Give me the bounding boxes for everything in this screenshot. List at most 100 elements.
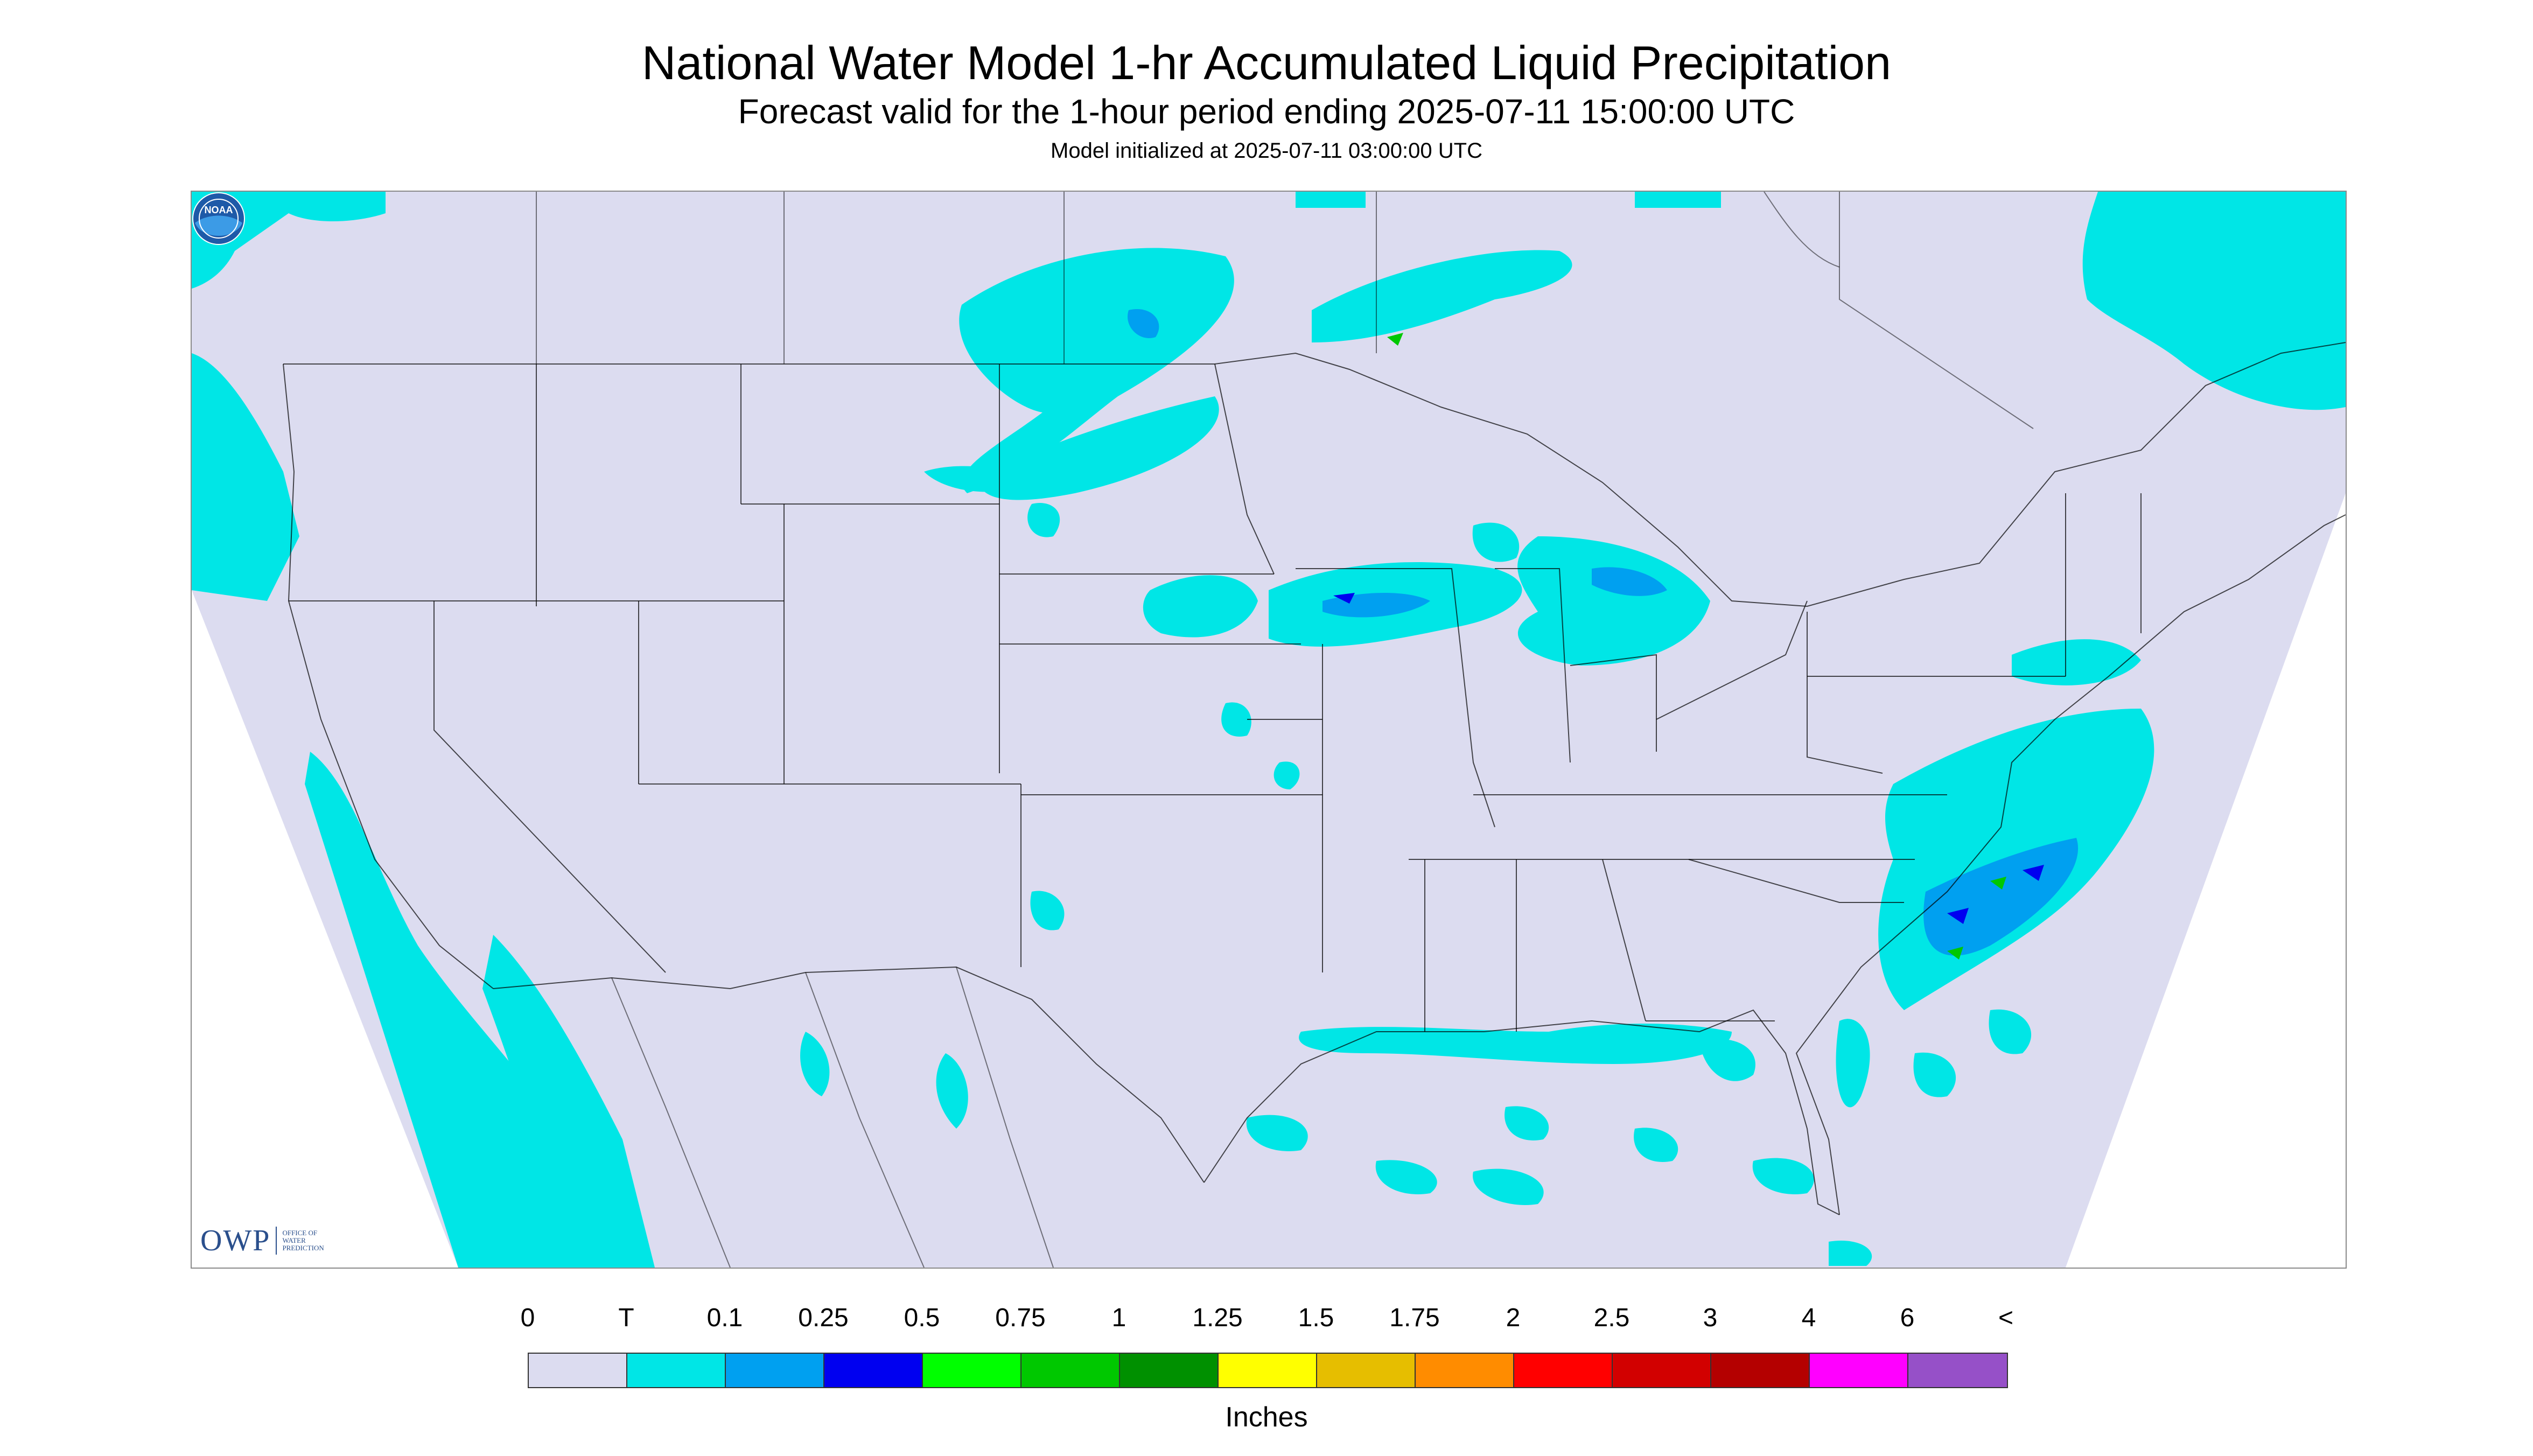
state-boundaries [283, 342, 2346, 1215]
owp-logo-divider [276, 1227, 277, 1255]
hudson-bay-coast [1764, 192, 1840, 268]
precip-montana [924, 466, 1032, 492]
legend-label: 1.5 [1298, 1304, 1334, 1332]
precip-tx-west [800, 1032, 830, 1096]
owp-logo-mark: OWP [200, 1224, 271, 1257]
legend-swatch [1613, 1354, 1711, 1387]
precip-gulf-5 [1752, 1158, 1814, 1194]
legend-swatch [1219, 1354, 1317, 1387]
precip-green-2 [1947, 947, 1963, 960]
precip-michigan [1517, 536, 1710, 666]
legend-label: T [618, 1304, 634, 1332]
legend-swatch [1120, 1354, 1219, 1387]
mexico-state-line [805, 972, 925, 1268]
precipitation-map: OWP OFFICE OF WATER PREDICTION NOAA [191, 191, 2347, 1269]
state-line [433, 601, 666, 973]
precip-atlantic-3 [1913, 1052, 1956, 1097]
legend-swatch [923, 1354, 1021, 1387]
legend-swatch [726, 1354, 824, 1387]
state-line [1656, 600, 1808, 720]
legend-label: 0.1 [706, 1304, 743, 1332]
precip-north-plains [959, 248, 1234, 493]
precip-nebraska-iowa [1143, 575, 1258, 638]
state-line [1602, 859, 1646, 1021]
legend-swatch [1908, 1354, 2007, 1387]
precip-gulf-2 [1375, 1160, 1437, 1194]
precip-gulf-6 [1634, 1128, 1678, 1162]
legend-label: 1 [1111, 1304, 1126, 1332]
precip-montana-top [1635, 192, 1721, 208]
international-boundaries [536, 192, 2034, 1268]
legend-label: 1.75 [1389, 1304, 1440, 1332]
precip-gulf-coast [1299, 1024, 1732, 1064]
model-init-subtitle: Model initialized at 2025-07-11 03:00:00… [1051, 139, 1482, 163]
owp-logo-text: OFFICE OF WATER PREDICTION [282, 1229, 324, 1252]
legend: 0 T 0.1 0.25 0.5 0.75 1 1.25 1.5 1.75 2 2.5 3 4 6 < [521, 1303, 2013, 1411]
legend-label: 1.25 [1192, 1304, 1243, 1332]
legend-swatch [1416, 1354, 1514, 1387]
legend-swatch [1810, 1354, 1908, 1387]
precip-gulf-4 [1473, 1168, 1544, 1205]
precip-moderate-2 [1947, 908, 1969, 924]
us-canada-border [283, 342, 2346, 607]
precip-pacific-nw [192, 353, 299, 601]
legend-color-bar [528, 1353, 2008, 1388]
precip-green-3 [1387, 333, 1403, 346]
legend-label: 6 [1900, 1304, 1915, 1332]
state-line [1688, 859, 1904, 903]
legend-label: 0 [520, 1304, 535, 1332]
precip-light-michigan [1592, 567, 1667, 596]
state-line [1495, 568, 1571, 763]
precip-kansas-cell [1221, 702, 1251, 737]
forecast-valid-subtitle: Forecast valid for the 1-hour period end… [738, 92, 1795, 131]
legend-label: 0.75 [995, 1304, 1046, 1332]
precip-moderate-3 [2023, 865, 2044, 881]
legend-swatch [1711, 1354, 1810, 1387]
owp-logo: OWP OFFICE OF WATER PREDICTION [200, 1223, 331, 1258]
legend-label: 3 [1703, 1304, 1718, 1332]
precip-moderate-1 [1333, 593, 1355, 604]
atlantic-coastline [1795, 514, 2346, 1215]
model-domain [192, 192, 2346, 1268]
precip-atlantic-2 [2012, 639, 2141, 685]
precip-gulf-1 [1246, 1115, 1308, 1151]
precip-missouri-cell [1274, 761, 1300, 789]
legend-label: 0.5 [904, 1304, 940, 1332]
legend-swatch [824, 1354, 923, 1387]
precip-sw-coast [482, 935, 655, 1268]
legend-label: 2.5 [1593, 1304, 1630, 1332]
canada-province-line [1839, 192, 2034, 429]
legend-label: < [1998, 1304, 2014, 1332]
gulf-coastline [1203, 1009, 1840, 1215]
legend-swatch [1021, 1354, 1120, 1387]
precip-quebec [2082, 192, 2346, 410]
precip-atlantic-4 [1989, 1009, 2032, 1054]
precip-wyoming-cell [1027, 503, 1060, 537]
precip-north-plains-2 [978, 396, 1219, 500]
mexico-state-line [956, 967, 1054, 1268]
map-title: National Water Model 1-hr Accumulated Li… [641, 36, 1892, 89]
mexico-state-line [611, 977, 731, 1268]
noaa-logo-text: NOAA [205, 205, 233, 215]
precip-wisconsin [1472, 522, 1520, 562]
legend-swatch [529, 1354, 627, 1387]
legend-label: 2 [1506, 1304, 1521, 1332]
precip-gulf-3 [1505, 1106, 1549, 1140]
precip-tx-panhandle [1030, 891, 1065, 930]
legend-swatch [1317, 1354, 1416, 1387]
precip-light-dakota [1128, 309, 1159, 338]
map-canvas [192, 192, 2346, 1268]
precip-florida-panhandle [1699, 1039, 1755, 1081]
noaa-logo: NOAA [192, 192, 245, 245]
precip-green-1 [1990, 877, 2006, 890]
precip-florida-keys [1829, 1241, 1872, 1266]
heavier-precip-areas [1128, 309, 2079, 960]
state-line [1807, 612, 1883, 774]
legend-swatch [627, 1354, 726, 1387]
state-line [1214, 363, 1275, 575]
legend-label: 4 [1801, 1304, 1816, 1332]
legend-units: Inches [1225, 1402, 1308, 1433]
precip-minnesota-top [1296, 192, 1366, 208]
legend-label: 0.25 [798, 1304, 849, 1332]
precip-nm-border [936, 1053, 968, 1129]
